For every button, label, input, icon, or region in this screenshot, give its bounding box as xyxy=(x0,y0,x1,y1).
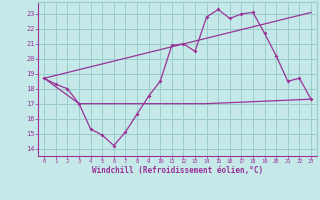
X-axis label: Windchill (Refroidissement éolien,°C): Windchill (Refroidissement éolien,°C) xyxy=(92,166,263,175)
